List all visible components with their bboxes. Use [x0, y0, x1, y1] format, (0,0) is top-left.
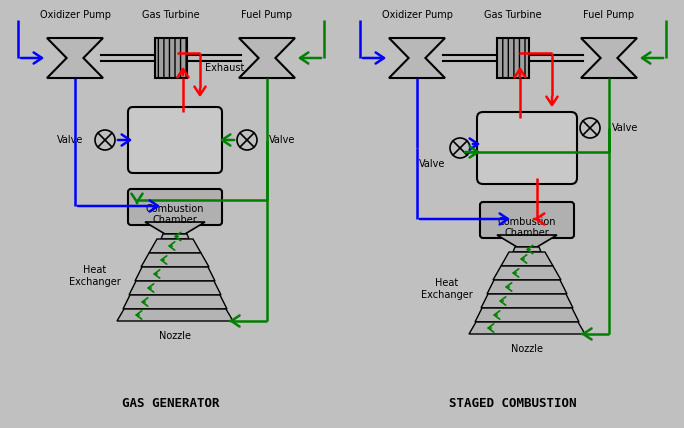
Text: Pre-: Pre- — [517, 135, 537, 145]
Text: Gas Turbine: Gas Turbine — [484, 10, 542, 20]
Circle shape — [450, 138, 470, 158]
Text: STAGED COMBUSTION: STAGED COMBUSTION — [449, 397, 577, 410]
Text: Gas: Gas — [165, 129, 185, 139]
Polygon shape — [487, 280, 567, 294]
Text: Valve: Valve — [612, 123, 638, 133]
Text: Fuel Pump: Fuel Pump — [583, 10, 635, 20]
Text: Combustion: Combustion — [498, 217, 556, 227]
Text: GAS GENERATOR: GAS GENERATOR — [122, 397, 220, 410]
Polygon shape — [513, 247, 541, 252]
FancyBboxPatch shape — [480, 202, 574, 238]
Text: Burner: Burner — [510, 151, 544, 161]
Text: Oxidizer Pump: Oxidizer Pump — [382, 10, 453, 20]
Text: Valve: Valve — [57, 135, 83, 145]
Text: Oxidizer Pump: Oxidizer Pump — [40, 10, 111, 20]
Text: Chamber: Chamber — [153, 215, 198, 225]
Polygon shape — [239, 38, 295, 78]
Text: Valve: Valve — [269, 135, 295, 145]
FancyBboxPatch shape — [128, 189, 222, 225]
Text: Exhaust: Exhaust — [205, 63, 244, 73]
Polygon shape — [161, 234, 189, 239]
Text: Combustion: Combustion — [146, 204, 205, 214]
FancyBboxPatch shape — [128, 107, 222, 173]
Text: Nozzle: Nozzle — [511, 344, 543, 354]
Polygon shape — [47, 38, 103, 78]
Text: Valve: Valve — [419, 159, 445, 169]
Polygon shape — [475, 308, 579, 322]
Polygon shape — [389, 38, 445, 78]
Bar — [155, 38, 187, 78]
Text: Nozzle: Nozzle — [159, 331, 191, 341]
Text: Fuel Pump: Fuel Pump — [241, 10, 293, 20]
Polygon shape — [145, 222, 205, 234]
Polygon shape — [129, 281, 221, 295]
Bar — [497, 38, 529, 78]
Polygon shape — [481, 294, 573, 308]
Text: Gas Turbine: Gas Turbine — [142, 10, 200, 20]
Text: Heat
Exchanger: Heat Exchanger — [69, 265, 121, 287]
Polygon shape — [497, 235, 557, 247]
Polygon shape — [149, 239, 201, 253]
Polygon shape — [501, 252, 553, 266]
Circle shape — [95, 130, 115, 150]
FancyBboxPatch shape — [477, 112, 577, 184]
Circle shape — [580, 118, 600, 138]
Polygon shape — [581, 38, 637, 78]
Polygon shape — [117, 309, 233, 321]
Polygon shape — [141, 253, 209, 267]
Polygon shape — [469, 322, 585, 334]
Text: Chamber: Chamber — [505, 228, 549, 238]
Text: Heat
Exchanger: Heat Exchanger — [421, 278, 473, 300]
Polygon shape — [493, 266, 561, 280]
Text: Generator: Generator — [148, 145, 202, 155]
Polygon shape — [135, 267, 215, 281]
Circle shape — [237, 130, 257, 150]
Polygon shape — [123, 295, 227, 309]
